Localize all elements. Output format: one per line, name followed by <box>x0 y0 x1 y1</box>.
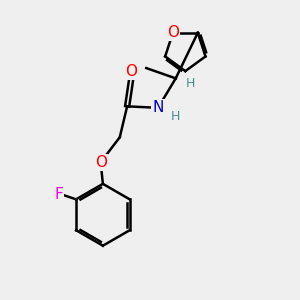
Text: O: O <box>94 155 106 170</box>
Text: H: H <box>170 110 180 123</box>
Text: O: O <box>125 64 137 79</box>
Text: N: N <box>152 100 164 115</box>
Text: F: F <box>54 188 63 202</box>
Text: H: H <box>186 77 195 90</box>
Text: O: O <box>167 25 179 40</box>
